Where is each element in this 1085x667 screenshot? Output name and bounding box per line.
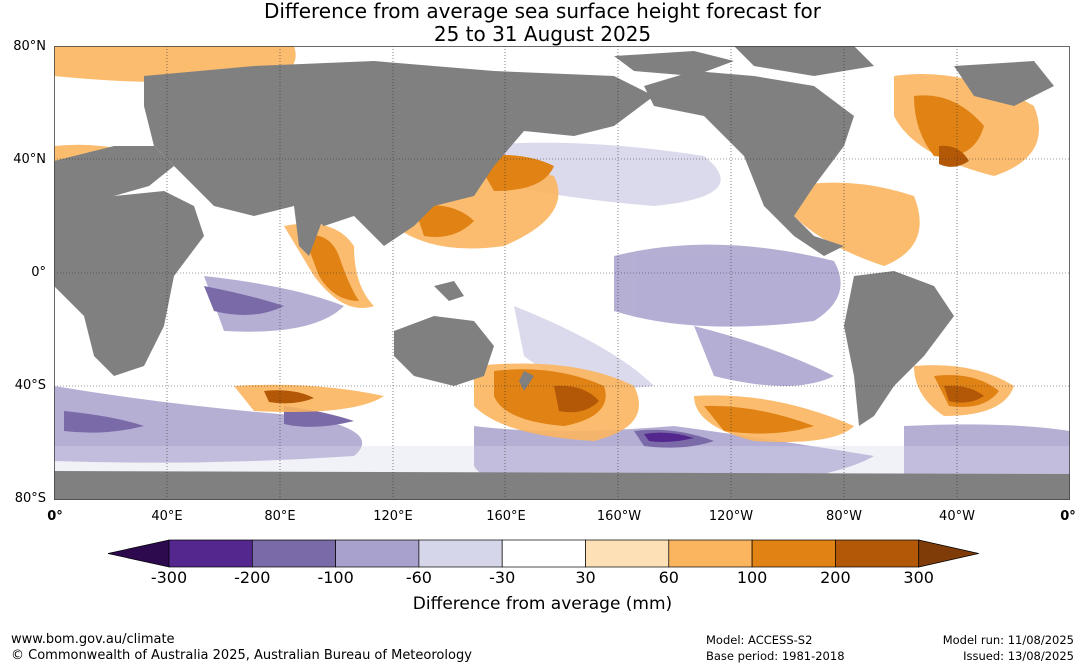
lat-label-40s: 40°S [14, 378, 46, 393]
land-europe [54, 146, 174, 206]
land-arctic-islands [614, 51, 734, 76]
colorbar-tick-label: 30 [575, 568, 596, 587]
very-strong-positive-anomaly-patches [264, 145, 984, 413]
land-indonesia [434, 281, 464, 301]
land-antarctica [54, 471, 1070, 500]
colorbar-extend-high [918, 539, 979, 568]
colorbar-tick-label: 200 [820, 568, 851, 587]
graticule [54, 46, 1070, 500]
colorbar-tick-label: -60 [405, 568, 432, 587]
colorbar-tick-label: 300 [903, 568, 934, 587]
colorbar-tick-label: 100 [736, 568, 768, 587]
colorbar-segment [751, 539, 836, 568]
lat-label-40n: 40°N [13, 152, 46, 167]
footer-website: www.bom.gov.au/climate [11, 632, 175, 647]
lon-label-40e: 40°E [151, 509, 183, 524]
colorbar-segment [168, 539, 253, 568]
lon-label-0-left: 0° [47, 509, 63, 524]
footer-copyright: © Commonwealth of Australia 2025, Austra… [11, 648, 472, 663]
land-india [294, 206, 324, 256]
lon-label-160w: 160°W [596, 509, 642, 524]
land-south-america [844, 271, 954, 426]
footer-model: Model: ACCESS-S2 [706, 633, 813, 647]
lon-label-0-right: 0° [1060, 509, 1076, 524]
map-frame [54, 46, 1070, 500]
colorbar-segment [585, 539, 670, 568]
lat-label-0: 0° [31, 265, 46, 280]
land-asia [144, 61, 654, 246]
land-canadian-arctic [734, 46, 874, 76]
land-masses [54, 46, 1070, 500]
lat-label-80n: 80°N [13, 39, 46, 54]
colorbar-title: Difference from average (mm) [412, 594, 673, 614]
footer-issued: Issued: 13/08/2025 [963, 649, 1074, 663]
colorbar-segment [251, 539, 336, 568]
colorbar-tick-label: 60 [658, 568, 679, 587]
footer-base-period: Base period: 1981-2018 [706, 649, 845, 663]
footer-model-run: Model run: 11/08/2025 [942, 633, 1074, 647]
colorbar-segment [501, 539, 586, 568]
colorbar-tick-label: -100 [317, 568, 354, 587]
lon-label-120w: 120°W [708, 509, 754, 524]
colorbar [107, 539, 979, 568]
land-greenland [954, 61, 1054, 106]
colorbar-segment [668, 539, 753, 568]
colorbar-tick-label: -30 [489, 568, 516, 587]
chart-title: Difference from average sea surface heig… [0, 0, 1085, 46]
very-strong-negative-patch [644, 432, 694, 442]
sea-surface-height-map [54, 46, 1070, 500]
map-svg [54, 46, 1070, 500]
land-africa [54, 191, 204, 376]
lon-label-120e: 120°E [373, 509, 413, 524]
strong-positive-anomaly-patches [304, 95, 999, 434]
land-north-america [644, 71, 854, 256]
colorbar-segment [835, 539, 920, 568]
land-australia [394, 316, 494, 386]
title-line-2: 25 to 31 August 2025 [433, 22, 652, 46]
lon-label-80w: 80°W [826, 509, 862, 524]
colorbar-segment [335, 539, 420, 568]
colorbar-tick-label: -200 [234, 568, 271, 587]
lon-label-80e: 80°E [264, 509, 296, 524]
colorbar-segment [418, 539, 503, 568]
lat-label-80s: 80°S [14, 491, 46, 506]
colorbar-extend-low [107, 539, 170, 568]
lon-label-160e: 160°E [486, 509, 526, 524]
title-line-1: Difference from average sea surface heig… [263, 0, 822, 23]
lon-label-40w: 40°W [939, 509, 975, 524]
colorbar-tick-label: -300 [150, 568, 188, 587]
